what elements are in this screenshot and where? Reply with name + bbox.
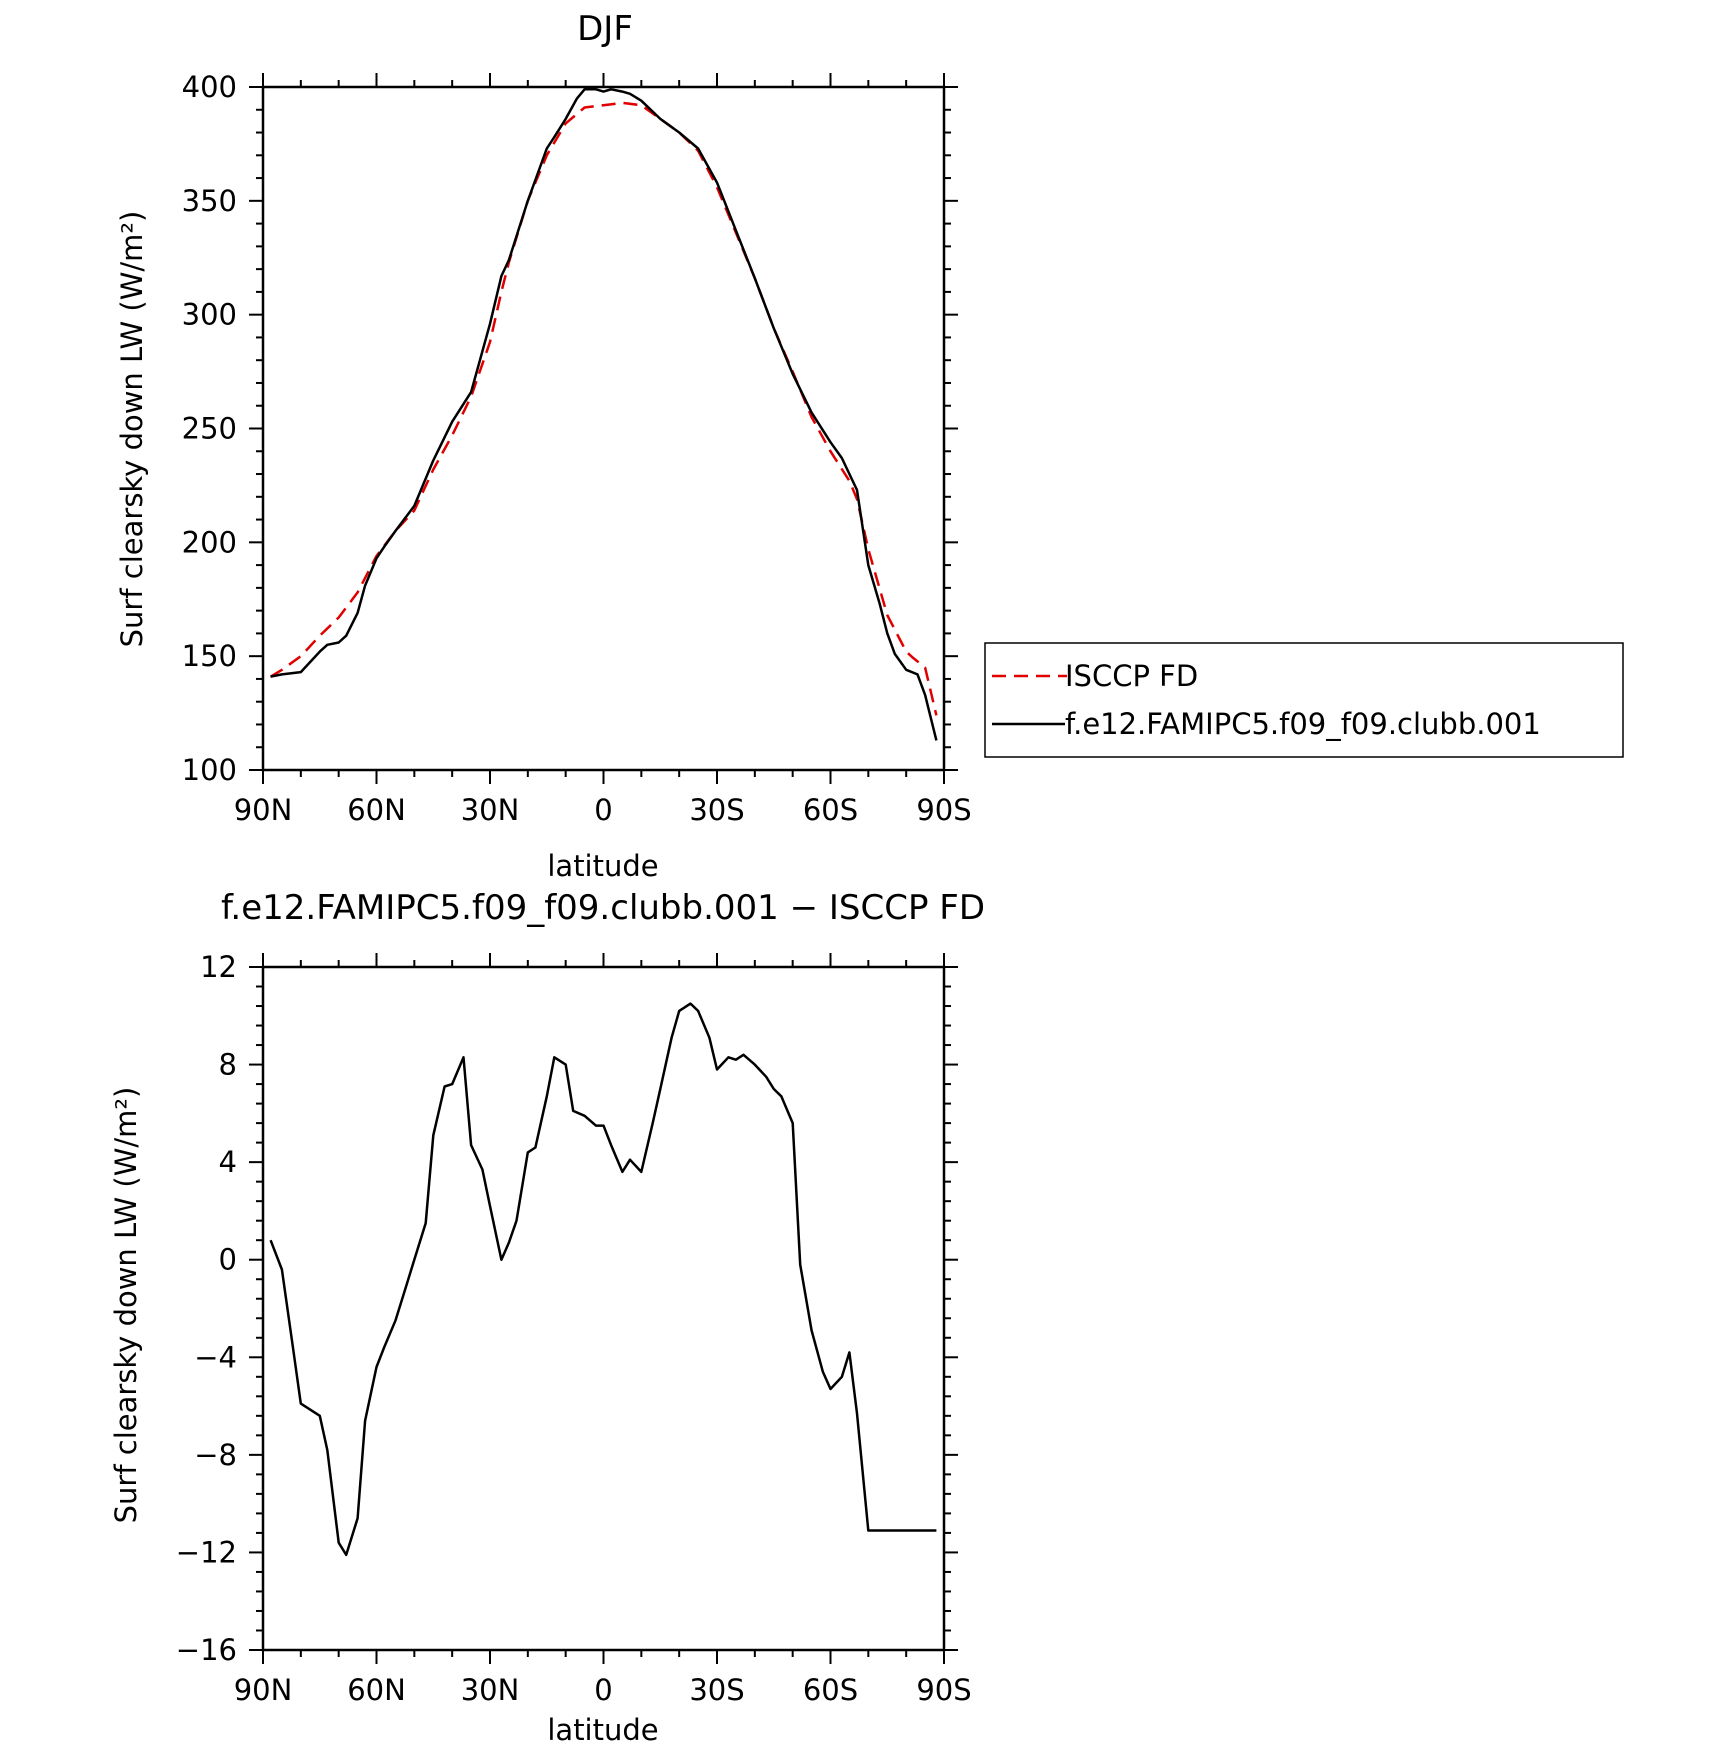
- y-tick-label: −8: [194, 1438, 237, 1472]
- legend: ISCCP FD f.e12.FAMIPC5.f09_f09.clubb.001: [984, 642, 1624, 758]
- top-y-axis-title: Surf clearsky down LW (W/m²): [115, 211, 149, 648]
- x-tick-label: 60S: [803, 1673, 858, 1707]
- x-tick-label: 90S: [916, 1673, 971, 1707]
- y-tick-label: 150: [182, 639, 237, 673]
- bottom-series-lines: [269, 1002, 937, 1557]
- top-chart: DJF 90N 60N 30N 0 30S 60S 90S 100 150 200 250 300 35…: [115, 9, 1624, 883]
- y-tick-label: 0: [219, 1243, 237, 1277]
- bottom-plot-frame: [261, 965, 946, 1652]
- y-tick-label: 100: [182, 753, 237, 787]
- legend-label-isccp: ISCCP FD: [1065, 659, 1198, 693]
- bottom-x-axis-title: latitude: [547, 1713, 658, 1745]
- y-tick-label: 8: [219, 1048, 237, 1082]
- y-tick-label: 350: [182, 184, 237, 218]
- top-axis-ticks: 90N 60N 30N 0 30S 60S 90S 100 150 200 250 300 350 400: [182, 70, 972, 827]
- bottom-chart: f.e12.FAMIPC5.f09_f09.clubb.001 − ISCCP …: [109, 888, 985, 1745]
- legend-box: [984, 642, 1624, 758]
- top-plot-frame: [261, 85, 946, 772]
- top-series-lines: [269, 88, 938, 741]
- top-chart-title: DJF: [577, 9, 633, 49]
- series-line-0-0: [269, 101, 938, 716]
- series-line-0-1: [270, 88, 938, 741]
- y-tick-label: 12: [200, 950, 237, 984]
- x-tick-label: 90S: [916, 793, 971, 827]
- x-tick-label: 30S: [689, 1673, 744, 1707]
- y-tick-label: −4: [194, 1340, 237, 1374]
- bottom-chart-title: f.e12.FAMIPC5.f09_f09.clubb.001 − ISCCP …: [221, 888, 985, 928]
- top-x-axis-title: latitude: [547, 849, 658, 883]
- y-tick-label: 200: [182, 525, 237, 559]
- y-tick-label: 4: [219, 1145, 237, 1179]
- x-tick-label: 0: [594, 793, 612, 827]
- bottom-axis-ticks: 90N 60N 30N 0 30S 60S 90S −16 −12 −8 −4 0 4 8 12: [176, 950, 972, 1707]
- bottom-y-axis-title: Surf clearsky down LW (W/m²): [109, 1087, 143, 1524]
- y-tick-label: 250: [182, 412, 237, 446]
- y-tick-label: 400: [182, 70, 237, 104]
- series-line-1-0: [269, 1002, 937, 1557]
- y-tick-label: 300: [182, 298, 237, 332]
- y-tick-label: −12: [176, 1535, 237, 1569]
- x-tick-label: 0: [594, 1673, 612, 1707]
- x-tick-label: 90N: [234, 1673, 293, 1707]
- x-tick-label: 30N: [461, 793, 520, 827]
- x-tick-label: 60S: [803, 793, 858, 827]
- legend-label-model: f.e12.FAMIPC5.f09_f09.clubb.001: [1065, 707, 1541, 741]
- x-tick-label: 90N: [234, 793, 293, 827]
- y-tick-label: −16: [176, 1633, 237, 1667]
- x-tick-label: 30S: [689, 793, 744, 827]
- x-tick-label: 60N: [347, 1673, 406, 1707]
- x-tick-label: 60N: [347, 793, 406, 827]
- x-tick-label: 30N: [461, 1673, 520, 1707]
